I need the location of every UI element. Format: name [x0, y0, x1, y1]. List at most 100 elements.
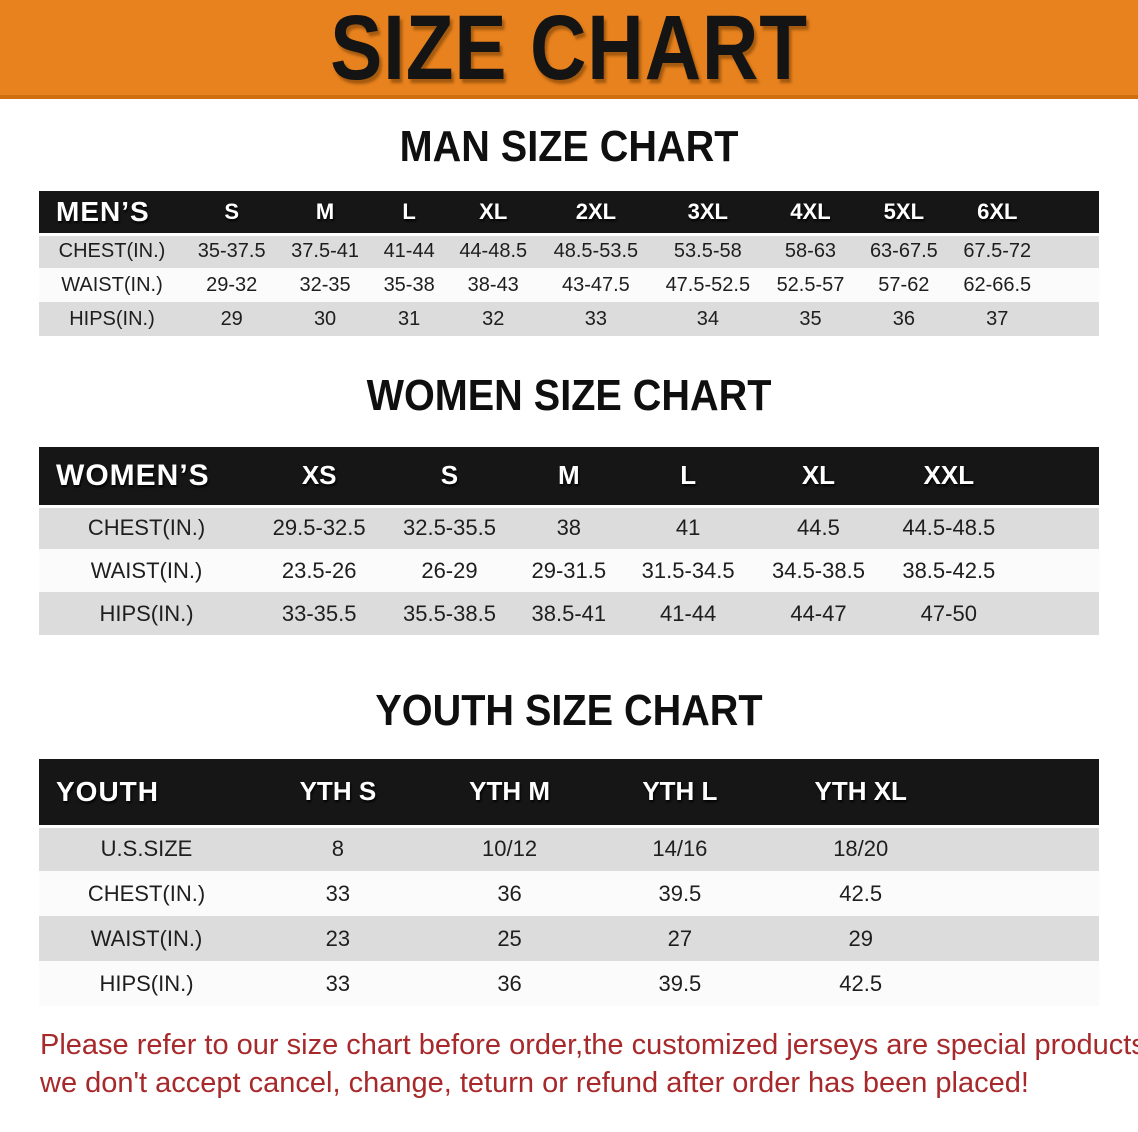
size-column-header: M — [514, 447, 623, 508]
banner-title: SIZE CHART — [330, 0, 808, 99]
size-value-cell: 38 — [514, 506, 623, 549]
size-column-header: 4XL — [763, 191, 858, 236]
size-value-cell: 34 — [651, 302, 764, 336]
disclaimer-line-2: we don't accept cancel, change, teturn o… — [40, 1067, 1029, 1099]
size-value-cell: 33 — [254, 961, 422, 1006]
size-column-header: L — [623, 447, 754, 508]
size-column-header: L — [371, 191, 447, 236]
size-value-cell: 29 — [762, 916, 959, 961]
women-size-chart-heading: WOMEN SIZE CHART — [366, 371, 772, 420]
size-column-header: YTH XL — [762, 759, 959, 828]
size-value-cell: 36 — [421, 871, 598, 916]
size-value-cell: 42.5 — [762, 871, 959, 916]
table-header-row: MEN’S S M L XL 2XL 3XL 4XL 5XL 6XL — [39, 191, 1099, 236]
spacer-cell — [1014, 506, 1099, 549]
size-value-cell: 10/12 — [421, 826, 598, 871]
table-title-cell: WOMEN’S — [39, 447, 254, 508]
size-value-cell: 53.5-58 — [651, 234, 764, 268]
size-column-header: M — [278, 191, 372, 236]
size-value-cell: 29.5-32.5 — [254, 506, 385, 549]
measurement-row: HIPS(IN.) 33-35.5 35.5-38.5 38.5-41 41-44 44-… — [39, 592, 1099, 635]
row-label-cell: CHEST(IN.) — [39, 234, 185, 268]
row-label-cell: WAIST(IN.) — [39, 268, 185, 302]
disclaimer: Please refer to our size chart before or… — [40, 1026, 1138, 1102]
spacer-cell — [959, 916, 1099, 961]
size-value-cell: 26-29 — [384, 549, 515, 592]
table-header-row: WOMEN’S XS S M L XL XXL — [39, 447, 1099, 508]
measurement-row: HIPS(IN.) 29 30 31 32 33 34 35 36 37 — [39, 302, 1099, 336]
size-value-cell: 31.5-34.5 — [623, 549, 754, 592]
spacer-cell — [1044, 191, 1099, 236]
size-column-header: YTH L — [597, 759, 763, 828]
size-value-cell: 23 — [254, 916, 422, 961]
size-value-cell: 30 — [278, 302, 372, 336]
size-value-cell: 63-67.5 — [857, 234, 951, 268]
size-column-header: XL — [446, 191, 540, 236]
size-value-cell: 35.5-38.5 — [384, 592, 515, 635]
size-value-cell: 27 — [597, 916, 763, 961]
row-label-cell: HIPS(IN.) — [39, 961, 254, 1006]
size-value-cell: 32 — [446, 302, 540, 336]
size-column-header: YTH M — [421, 759, 598, 828]
row-label-cell: HIPS(IN.) — [39, 302, 185, 336]
size-value-cell: 41-44 — [623, 592, 754, 635]
size-column-header: 3XL — [651, 191, 764, 236]
spacer-cell — [1014, 447, 1099, 508]
measurement-row: WAIST(IN.) 23 25 27 29 — [39, 916, 1099, 961]
size-value-cell: 33 — [254, 871, 422, 916]
size-column-header: 6XL — [950, 191, 1044, 236]
size-value-cell: 36 — [857, 302, 951, 336]
size-value-cell: 14/16 — [597, 826, 763, 871]
spacer-cell — [1014, 592, 1099, 635]
size-value-cell: 43-47.5 — [539, 268, 652, 302]
size-value-cell: 37 — [950, 302, 1044, 336]
spacer-cell — [1014, 549, 1099, 592]
size-value-cell: 32.5-35.5 — [384, 506, 515, 549]
spacer-cell — [959, 759, 1099, 828]
measurement-row: HIPS(IN.) 33 36 39.5 42.5 — [39, 961, 1099, 1006]
size-value-cell: 44-47 — [753, 592, 884, 635]
size-value-cell: 47.5-52.5 — [651, 268, 764, 302]
size-column-header: YTH S — [254, 759, 422, 828]
size-value-cell: 35 — [763, 302, 858, 336]
size-value-cell: 38-43 — [446, 268, 540, 302]
size-value-cell: 18/20 — [762, 826, 959, 871]
row-label-cell: CHEST(IN.) — [39, 506, 254, 549]
youth-size-table: YOUTH YTH S YTH M YTH L YTH XL U.S.SIZE 8 10/12… — [39, 759, 1099, 1006]
size-column-header: 2XL — [539, 191, 652, 236]
size-value-cell: 25 — [421, 916, 598, 961]
table-title-cell: YOUTH — [39, 759, 254, 828]
table-header-row: YOUTH YTH S YTH M YTH L YTH XL — [39, 759, 1099, 828]
size-value-cell: 23.5-26 — [254, 549, 385, 592]
size-value-cell: 31 — [371, 302, 447, 336]
size-value-cell: 35-38 — [371, 268, 447, 302]
measurement-row: CHEST(IN.) 35-37.5 37.5-41 41-44 44-48.5 48.5… — [39, 234, 1099, 268]
size-column-header: XXL — [883, 447, 1014, 508]
size-column-header: S — [384, 447, 515, 508]
man-size-chart-heading: MAN SIZE CHART — [399, 122, 739, 171]
size-value-cell: 36 — [421, 961, 598, 1006]
size-value-cell: 37.5-41 — [278, 234, 372, 268]
size-value-cell: 32-35 — [278, 268, 372, 302]
size-column-header: 5XL — [857, 191, 951, 236]
size-value-cell: 41-44 — [371, 234, 447, 268]
spacer-cell — [1044, 302, 1099, 336]
spacer-cell — [1044, 268, 1099, 302]
men-size-table: MEN’S S M L XL 2XL 3XL 4XL 5XL 6XL CHEST(IN.) 35-37… — [39, 191, 1099, 336]
spacer-cell — [959, 961, 1099, 1006]
size-column-header: XS — [254, 447, 385, 508]
size-value-cell: 48.5-53.5 — [539, 234, 652, 268]
size-value-cell: 29 — [185, 302, 279, 336]
measurement-row: WAIST(IN.) 29-32 32-35 35-38 38-43 43-47.5 47.… — [39, 268, 1099, 302]
spacer-cell — [959, 871, 1099, 916]
size-value-cell: 41 — [623, 506, 754, 549]
size-value-cell: 67.5-72 — [950, 234, 1044, 268]
row-label-cell: WAIST(IN.) — [39, 916, 254, 961]
size-value-cell: 29-31.5 — [514, 549, 623, 592]
size-value-cell: 62-66.5 — [950, 268, 1044, 302]
youth-size-chart-heading: YOUTH SIZE CHART — [375, 686, 763, 735]
size-value-cell: 8 — [254, 826, 422, 871]
row-label-cell: WAIST(IN.) — [39, 549, 254, 592]
size-value-cell: 58-63 — [763, 234, 858, 268]
size-value-cell: 38.5-41 — [514, 592, 623, 635]
